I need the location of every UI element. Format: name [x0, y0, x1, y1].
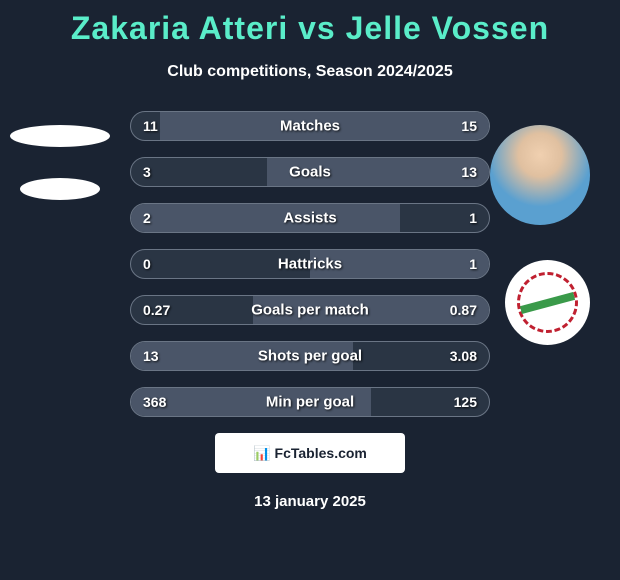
fctables-badge[interactable]: 📊 FcTables.com — [215, 433, 405, 473]
stat-label: Goals — [289, 164, 331, 181]
stat-value-left: 0.27 — [143, 302, 170, 318]
chart-icon: 📊 — [253, 445, 270, 462]
stat-label: Min per goal — [266, 394, 354, 411]
stat-value-right: 1 — [469, 210, 477, 226]
stat-row: 0 1 Hattricks — [130, 249, 490, 279]
stat-value-left: 368 — [143, 394, 166, 410]
stat-value-right: 0.87 — [450, 302, 477, 318]
stat-row: 2 1 Assists — [130, 203, 490, 233]
stat-row: 368 125 Min per goal — [130, 387, 490, 417]
stat-label: Matches — [280, 118, 340, 135]
stat-label: Assists — [283, 210, 336, 227]
stat-value-right: 125 — [454, 394, 477, 410]
stat-value-left: 0 — [143, 256, 151, 272]
stat-row: 13 3.08 Shots per goal — [130, 341, 490, 371]
stat-value-right: 13 — [461, 164, 477, 180]
stat-label: Goals per match — [251, 302, 369, 319]
stats-container: 1115Matches313Goals21Assists01Hattricks0… — [0, 111, 620, 417]
stat-value-right: 15 — [461, 118, 477, 134]
badge-text: FcTables.com — [275, 445, 367, 461]
stat-value-left: 2 — [143, 210, 151, 226]
stat-row: 11 15 Matches — [130, 111, 490, 141]
stat-row: 3 13 Goals — [130, 157, 490, 187]
comparison-title: Zakaria Atteri vs Jelle Vossen — [0, 0, 620, 47]
stat-row: 0.27 0.87 Goals per match — [130, 295, 490, 325]
season-subtitle: Club competitions, Season 2024/2025 — [0, 63, 620, 81]
stat-value-right: 3.08 — [450, 348, 477, 364]
stat-value-left: 3 — [143, 164, 151, 180]
stat-label: Hattricks — [278, 256, 342, 273]
stat-value-left: 13 — [143, 348, 159, 364]
snapshot-date: 13 january 2025 — [0, 493, 620, 510]
stat-value-right: 1 — [469, 256, 477, 272]
stat-value-left: 11 — [143, 118, 158, 134]
stat-label: Shots per goal — [258, 348, 362, 365]
